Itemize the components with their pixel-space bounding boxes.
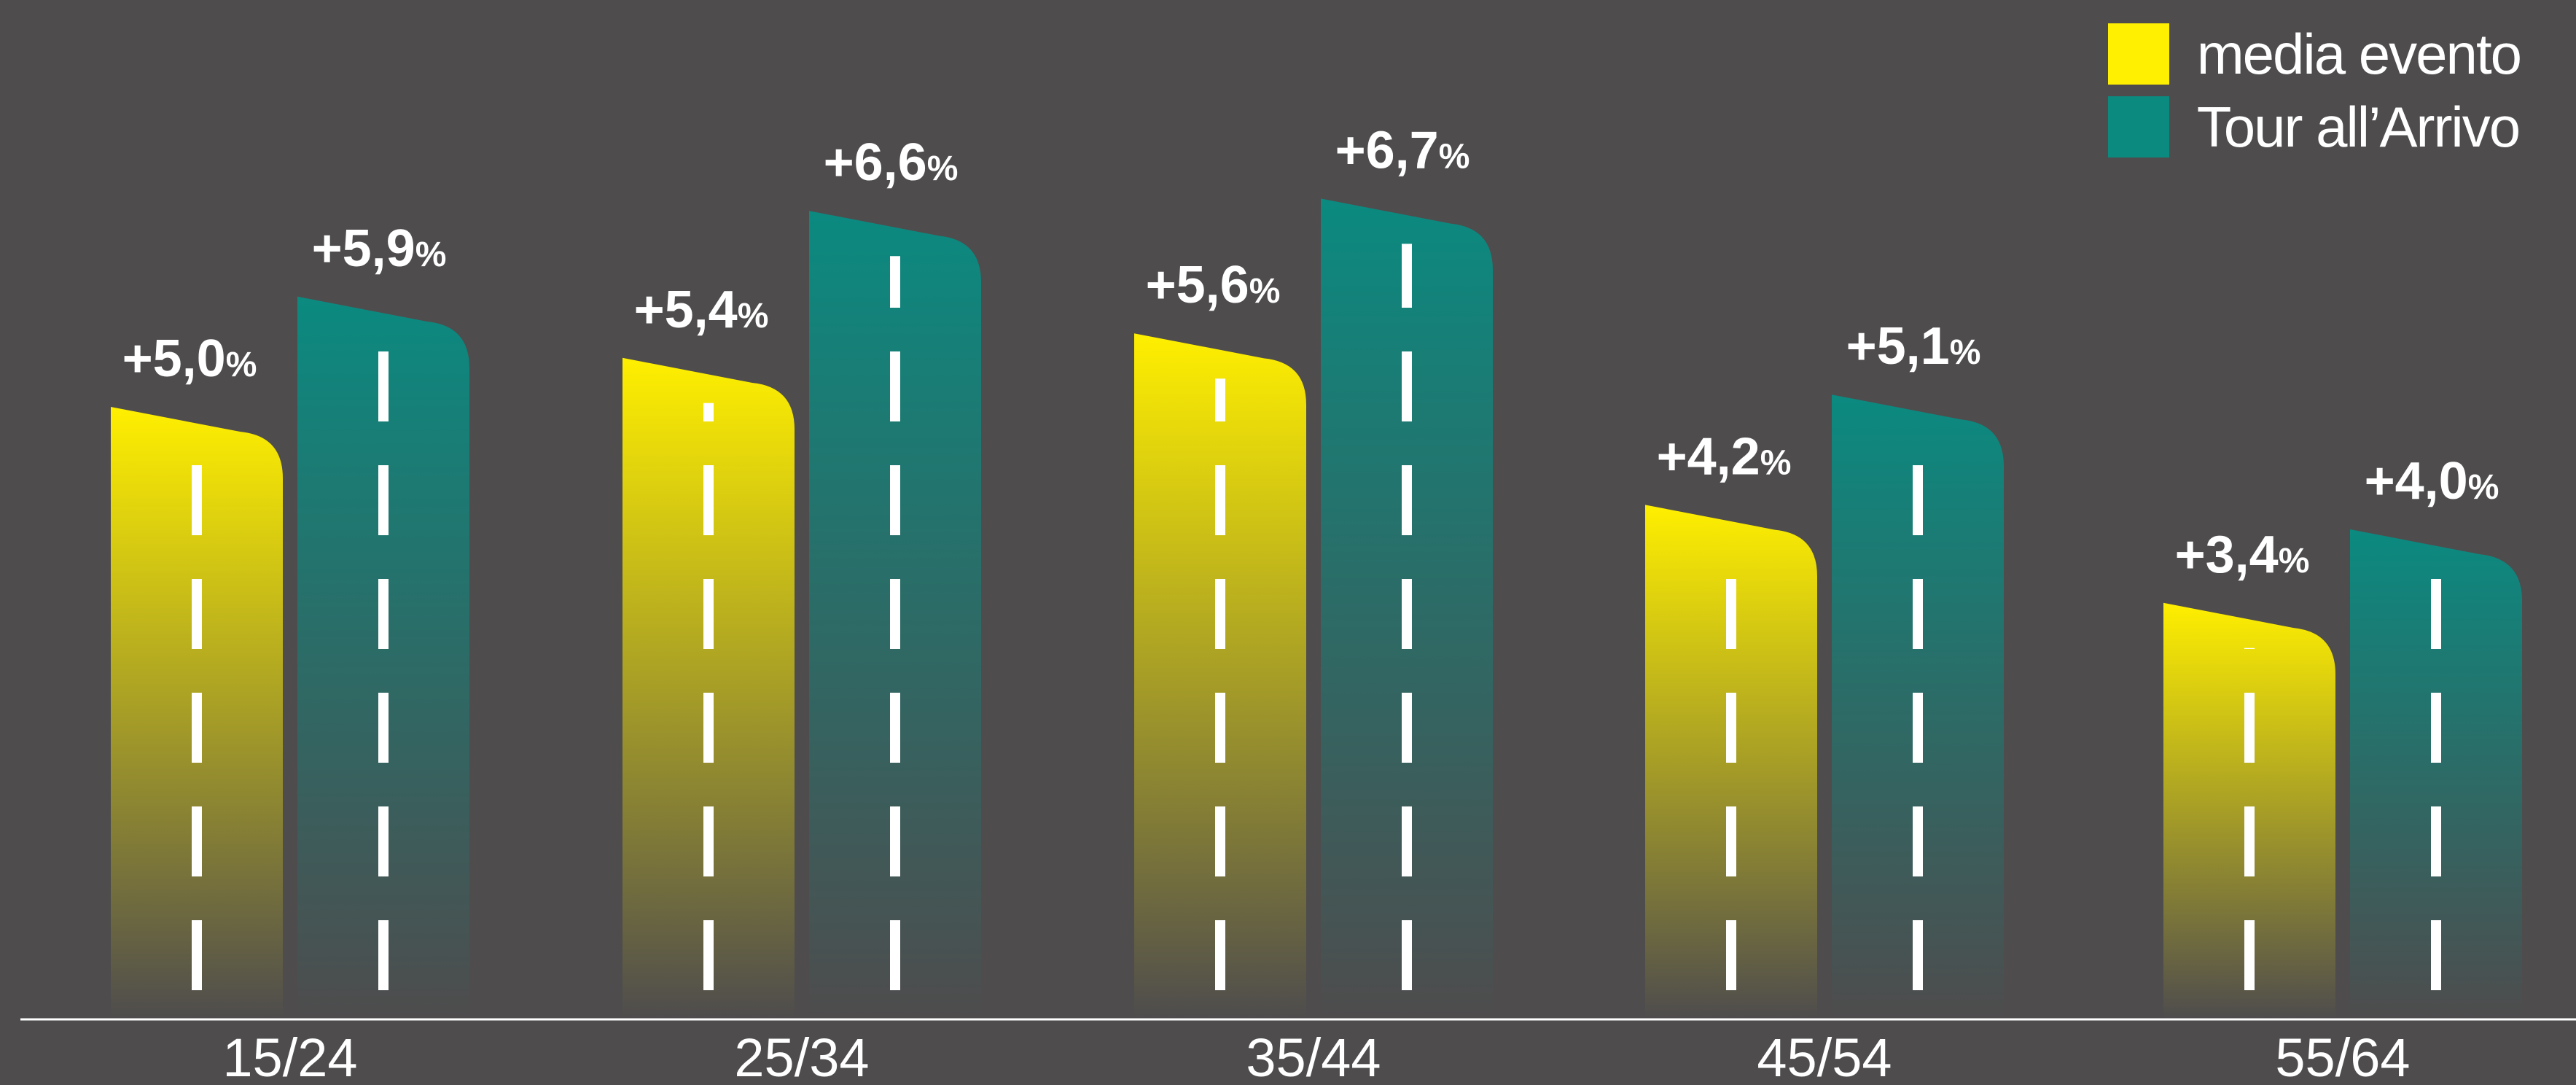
value-label: +4,2% (1657, 427, 1792, 486)
value-label: +5,6% (1146, 256, 1281, 314)
x-tick-label-25-34: 25/34 (734, 1027, 869, 1081)
bar-media-evento-35-44 (1134, 333, 1306, 1019)
value-label: +6,7% (1335, 121, 1470, 179)
legend-item-tour-all-arrivo: Tour all’Arrivo (2107, 90, 2521, 163)
x-tick-label-35-44: 35/44 (1246, 1027, 1381, 1081)
value-labels-layer: +5,0% +5,9% +5,4% +6,6% +5,6% +6,7% +4,2% +5,1%… (122, 121, 2499, 583)
bar-tour-all-arrivo-15-24 (297, 296, 469, 1019)
legend-item-media-evento: media evento (2107, 18, 2522, 90)
value-label: +5,1% (1846, 317, 1981, 376)
value-label: +5,0% (122, 330, 257, 388)
value-label: +5,9% (312, 219, 447, 278)
x-tick-label-45-54: 45/54 (1757, 1027, 1892, 1081)
legend-label-tour-all-arrivo: Tour all’Arrivo (2196, 95, 2521, 159)
value-label: +4,0% (2365, 452, 2499, 510)
value-label: +3,4% (2175, 526, 2310, 584)
x-tick-label-55-64: 55/64 (2275, 1027, 2410, 1081)
legend-swatch-media-evento (2107, 23, 2169, 85)
value-label: +6,6% (824, 133, 959, 192)
legend: media evento Tour all’Arrivo (2107, 18, 2522, 163)
x-axis: 15/24 25/34 35/44 45/54 55/64 (20, 1018, 2576, 1085)
value-label: +5,4% (634, 281, 769, 339)
bar-media-evento-25-34 (622, 357, 795, 1019)
x-tick-label-15-24: 15/24 (222, 1027, 357, 1081)
legend-label-media-evento: media evento (2196, 22, 2522, 86)
bars-layer (111, 198, 2522, 1020)
legend-swatch-tour-all-arrivo (2107, 96, 2169, 158)
bar-tour-all-arrivo-55-64 (2350, 529, 2522, 1019)
